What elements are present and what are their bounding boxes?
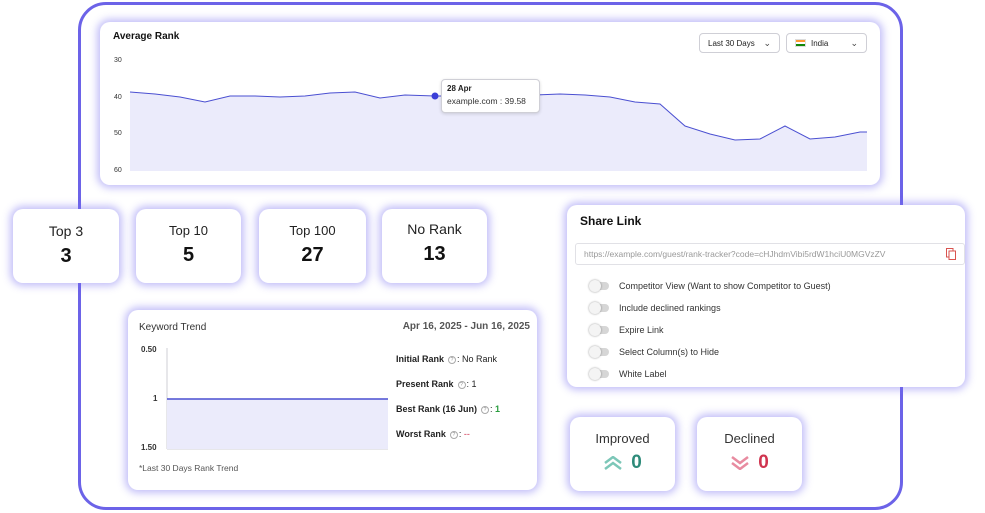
worst-rank-label: Worst Rank bbox=[396, 429, 446, 439]
y-tick: 1.50 bbox=[141, 443, 157, 452]
y-tick: 60 bbox=[114, 167, 122, 174]
copy-icon[interactable] bbox=[946, 248, 956, 260]
present-rank-label: Present Rank bbox=[396, 379, 454, 389]
chart-tooltip: 28 Apr example.com : 39.58 bbox=[441, 79, 540, 113]
option-label: Expire Link bbox=[619, 325, 664, 335]
y-tick: 0.50 bbox=[141, 345, 157, 354]
top3-card[interactable]: Top 3 3 bbox=[13, 209, 119, 283]
india-flag-icon bbox=[795, 39, 806, 47]
y-tick: 40 bbox=[114, 94, 122, 101]
chevron-down-icon: ⌄ bbox=[850, 37, 858, 48]
average-rank-title: Average Rank bbox=[113, 31, 180, 42]
top3-label: Top 3 bbox=[48, 223, 84, 239]
country-filter-dropdown[interactable]: India ⌄ bbox=[786, 33, 867, 53]
help-icon[interactable]: ? bbox=[457, 380, 466, 389]
trend-area bbox=[167, 399, 388, 449]
option-select-columns[interactable]: Select Column(s) to Hide bbox=[589, 346, 720, 358]
keyword-trend-card: Keyword Trend Apr 16, 2025 - Jun 16, 202… bbox=[128, 310, 537, 490]
date-filter-dropdown[interactable]: Last 30 Days ⌄ bbox=[699, 33, 780, 53]
best-rank: Best Rank (16 Jun)?: 1 bbox=[396, 404, 501, 414]
include-declined-toggle[interactable] bbox=[589, 302, 609, 314]
trend-note: *Last 30 Days Rank Trend bbox=[139, 463, 239, 473]
keyword-trend-chart bbox=[166, 348, 388, 450]
initial-rank-value: No Rank bbox=[462, 354, 498, 364]
share-link-card: Share Link https://example.com/guest/ran… bbox=[567, 205, 965, 387]
double-chevron-down-icon bbox=[731, 456, 749, 470]
option-label: Select Column(s) to Hide bbox=[619, 347, 720, 357]
chevron-down-icon: ⌄ bbox=[763, 37, 771, 48]
top10-label: Top 10 bbox=[168, 223, 209, 238]
expire-link-toggle[interactable] bbox=[589, 324, 609, 336]
improved-label: Improved bbox=[595, 431, 650, 446]
competitor-view-toggle[interactable] bbox=[589, 280, 609, 292]
keyword-trend-date-range: Apr 16, 2025 - Jun 16, 2025 bbox=[402, 321, 530, 332]
help-icon[interactable]: ? bbox=[448, 355, 457, 364]
y-tick: 50 bbox=[114, 130, 122, 137]
help-icon[interactable]: ? bbox=[449, 430, 458, 439]
average-rank-area bbox=[130, 92, 867, 171]
white-label-toggle[interactable] bbox=[589, 368, 609, 380]
present-rank-value: 1 bbox=[471, 379, 477, 389]
initial-rank-label: Initial Rank bbox=[396, 354, 445, 364]
option-competitor-view[interactable]: Competitor View (Want to show Competitor… bbox=[589, 280, 831, 292]
option-white-label[interactable]: White Label bbox=[589, 368, 667, 380]
help-icon[interactable]: ? bbox=[481, 405, 490, 414]
declined-card[interactable]: Declined 0 bbox=[697, 417, 802, 491]
double-chevron-up-icon bbox=[604, 456, 622, 470]
date-filter-label: Last 30 Days bbox=[708, 38, 755, 48]
y-tick: 1 bbox=[153, 394, 158, 403]
present-rank: Present Rank?: 1 bbox=[396, 379, 477, 389]
top100-label: Top 100 bbox=[289, 223, 336, 238]
no-rank-card[interactable]: No Rank 13 bbox=[382, 209, 487, 283]
y-tick: 30 bbox=[114, 57, 122, 64]
top10-value: 5 bbox=[182, 244, 195, 266]
tooltip-date: 28 Apr bbox=[447, 84, 472, 93]
average-rank-card: Average Rank Last 30 Days ⌄ India ⌄ 30 4… bbox=[100, 22, 880, 185]
top100-card[interactable]: Top 100 27 bbox=[259, 209, 366, 283]
option-expire-link[interactable]: Expire Link bbox=[589, 324, 664, 336]
improved-value: 0 bbox=[631, 452, 642, 473]
share-url-field[interactable]: https://example.com/guest/rank-tracker?c… bbox=[575, 243, 965, 265]
declined-label: Declined bbox=[724, 431, 775, 446]
best-rank-label: Best Rank (16 Jun) bbox=[396, 404, 478, 414]
no-rank-label: No Rank bbox=[407, 221, 462, 237]
top3-value: 3 bbox=[60, 245, 72, 267]
select-columns-toggle[interactable] bbox=[589, 346, 609, 358]
option-label: Competitor View (Want to show Competitor… bbox=[619, 281, 831, 291]
share-url-text: https://example.com/guest/rank-tracker?c… bbox=[584, 249, 886, 259]
option-label: White Label bbox=[619, 369, 667, 379]
top10-card[interactable]: Top 10 5 bbox=[136, 209, 241, 283]
declined-value: 0 bbox=[758, 452, 769, 473]
no-rank-value: 13 bbox=[423, 243, 446, 265]
option-include-declined[interactable]: Include declined rankings bbox=[589, 302, 721, 314]
initial-rank: Initial Rank?: No Rank bbox=[396, 354, 498, 364]
keyword-trend-title: Keyword Trend bbox=[139, 322, 207, 333]
top100-value: 27 bbox=[301, 244, 324, 266]
hover-point bbox=[431, 92, 439, 100]
share-link-title: Share Link bbox=[580, 214, 642, 228]
improved-card[interactable]: Improved 0 bbox=[570, 417, 675, 491]
best-rank-value: 1 bbox=[495, 404, 501, 414]
worst-rank: Worst Rank?: -- bbox=[396, 429, 470, 439]
worst-rank-value: -- bbox=[463, 429, 470, 439]
country-filter-label: India bbox=[811, 38, 829, 48]
option-label: Include declined rankings bbox=[619, 303, 721, 313]
tooltip-value: example.com : 39.58 bbox=[447, 96, 526, 106]
